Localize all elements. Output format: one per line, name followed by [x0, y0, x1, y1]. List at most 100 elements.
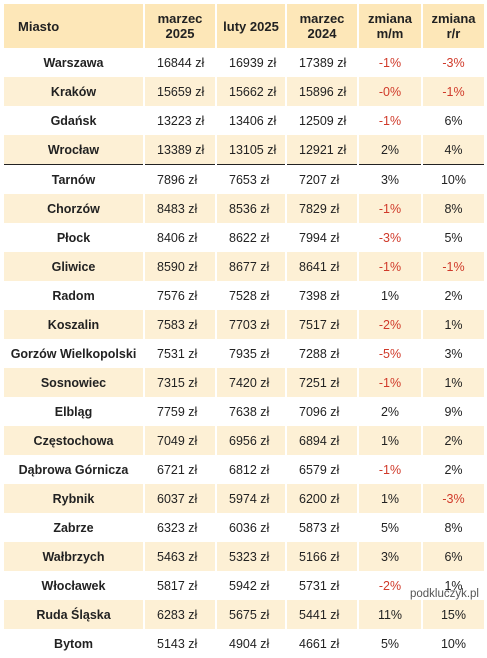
- feb-2025-cell: 7653 zł: [216, 164, 286, 194]
- change-rr-cell: 10%: [422, 164, 484, 194]
- feb-2025-cell: 5974 zł: [216, 484, 287, 513]
- table-row: Włocławek 5817 zł 5942 zł 5731 zł -2% 1%: [4, 571, 484, 600]
- change-rr-cell: -3%: [422, 484, 484, 513]
- header-march-2025: marzec 2025: [144, 4, 217, 48]
- table-row: Płock 8406 zł 8622 zł 7994 zł -3% 5%: [4, 223, 484, 252]
- change-mm-cell: -1%: [358, 48, 422, 77]
- header-change-mm: zmiana m/m: [358, 4, 423, 48]
- city-cell: Rybnik: [4, 484, 145, 513]
- table-row: Bytom 5143 zł 4904 zł 4661 zł 5% 10%: [4, 629, 484, 658]
- feb-2025-cell: 8677 zł: [216, 252, 287, 281]
- march-2024-cell: 5873 zł: [286, 513, 358, 542]
- table-row: Kraków 15659 zł 15662 zł 15896 zł -0% -1%: [4, 77, 484, 106]
- march-2024-cell: 7398 zł: [286, 281, 358, 310]
- feb-2025-cell: 6036 zł: [216, 513, 286, 542]
- city-cell: Bytom: [4, 629, 144, 658]
- feb-2025-cell: 8536 zł: [216, 194, 287, 223]
- city-cell: Kraków: [4, 77, 145, 106]
- change-rr-cell: 8%: [422, 513, 484, 542]
- change-mm-cell: 1%: [358, 281, 422, 310]
- table-row: Radom 7576 zł 7528 zł 7398 zł 1% 2%: [4, 281, 484, 310]
- header-change-rr: zmiana r/r: [422, 4, 484, 48]
- change-rr-cell: 3%: [422, 339, 484, 368]
- change-mm-cell: -2%: [358, 310, 423, 339]
- march-2024-cell: 12509 zł: [286, 106, 358, 135]
- march-2025-cell: 8590 zł: [144, 252, 217, 281]
- change-mm-cell: 11%: [358, 600, 423, 629]
- change-rr-cell: 15%: [422, 600, 484, 629]
- change-rr-cell: 1%: [422, 310, 484, 339]
- change-mm-cell: -2%: [358, 571, 422, 600]
- change-rr-cell: 1%: [422, 571, 484, 600]
- march-2024-cell: 7251 zł: [286, 368, 359, 397]
- change-mm-cell: 5%: [358, 513, 422, 542]
- change-rr-cell: 2%: [422, 426, 484, 455]
- feb-2025-cell: 7703 zł: [216, 310, 287, 339]
- change-rr-cell: -1%: [422, 77, 484, 106]
- feb-2025-cell: 13105 zł: [216, 135, 287, 165]
- feb-2025-cell: 8622 zł: [216, 223, 286, 252]
- march-2025-cell: 16844 zł: [144, 48, 216, 77]
- table-row: Dąbrowa Górnicza 6721 zł 6812 zł 6579 zł -1%…: [4, 455, 484, 484]
- city-cell: Płock: [4, 223, 144, 252]
- table-row: Tarnów 7896 zł 7653 zł 7207 zł 3% 10%: [4, 164, 484, 194]
- feb-2025-cell: 7420 zł: [216, 368, 287, 397]
- march-2024-cell: 15896 zł: [286, 77, 359, 106]
- change-mm-cell: -1%: [358, 106, 422, 135]
- march-2024-cell: 7517 zł: [286, 310, 359, 339]
- march-2024-cell: 12921 zł: [286, 135, 359, 165]
- change-mm-cell: 1%: [358, 426, 423, 455]
- table-row: Elbląg 7759 zł 7638 zł 7096 zł 2% 9%: [4, 397, 484, 426]
- change-mm-cell: -5%: [358, 339, 422, 368]
- march-2024-cell: 7207 zł: [286, 164, 358, 194]
- city-cell: Dąbrowa Górnicza: [4, 455, 144, 484]
- feb-2025-cell: 7638 zł: [216, 397, 286, 426]
- march-2024-cell: 7829 zł: [286, 194, 359, 223]
- march-2024-cell: 6894 zł: [286, 426, 359, 455]
- march-2025-cell: 15659 zł: [144, 77, 217, 106]
- march-2025-cell: 7759 zł: [144, 397, 216, 426]
- change-mm-cell: -1%: [358, 368, 423, 397]
- change-rr-cell: 4%: [422, 135, 484, 165]
- march-2024-cell: 4661 zł: [286, 629, 358, 658]
- feb-2025-cell: 6812 zł: [216, 455, 286, 484]
- table-row: Rybnik 6037 zł 5974 zł 6200 zł 1% -3%: [4, 484, 484, 513]
- march-2024-cell: 8641 zł: [286, 252, 359, 281]
- header-row: Miasto marzec 2025 luty 2025 marzec 2024 z…: [4, 4, 484, 48]
- march-2025-cell: 6323 zł: [144, 513, 216, 542]
- march-2025-cell: 7896 zł: [144, 164, 216, 194]
- march-2024-cell: 7096 zł: [286, 397, 358, 426]
- table-row: Gliwice 8590 zł 8677 zł 8641 zł -1% -1%: [4, 252, 484, 281]
- change-rr-cell: 6%: [422, 106, 484, 135]
- feb-2025-cell: 13406 zł: [216, 106, 286, 135]
- march-2024-cell: 7994 zł: [286, 223, 358, 252]
- march-2025-cell: 5463 zł: [144, 542, 217, 571]
- march-2025-cell: 7531 zł: [144, 339, 216, 368]
- march-2025-cell: 13389 zł: [144, 135, 217, 165]
- march-2025-cell: 13223 zł: [144, 106, 216, 135]
- feb-2025-cell: 6956 zł: [216, 426, 287, 455]
- feb-2025-cell: 4904 zł: [216, 629, 286, 658]
- city-cell: Ruda Śląska: [4, 600, 145, 629]
- city-cell: Częstochowa: [4, 426, 145, 455]
- change-mm-cell: -1%: [358, 252, 423, 281]
- march-2024-cell: 6200 zł: [286, 484, 359, 513]
- table-row: Ruda Śląska 6283 zł 5675 zł 5441 zł 11% 15%: [4, 600, 484, 629]
- march-2024-cell: 17389 zł: [286, 48, 358, 77]
- city-cell: Wałbrzych: [4, 542, 145, 571]
- city-cell: Tarnów: [4, 164, 144, 194]
- city-cell: Koszalin: [4, 310, 145, 339]
- header-march-2024: marzec 2024: [286, 4, 359, 48]
- city-cell: Włocławek: [4, 571, 144, 600]
- feb-2025-cell: 5942 zł: [216, 571, 286, 600]
- change-mm-cell: 3%: [358, 164, 422, 194]
- table-row: Gorzów Wielkopolski 7531 zł 7935 zł 7288 zł…: [4, 339, 484, 368]
- change-rr-cell: 8%: [422, 194, 484, 223]
- city-cell: Gdańsk: [4, 106, 144, 135]
- feb-2025-cell: 15662 zł: [216, 77, 287, 106]
- march-2025-cell: 8483 zł: [144, 194, 217, 223]
- march-2024-cell: 5731 zł: [286, 571, 358, 600]
- change-mm-cell: -1%: [358, 194, 423, 223]
- table-row: Chorzów 8483 zł 8536 zł 7829 zł -1% 8%: [4, 194, 484, 223]
- march-2024-cell: 6579 zł: [286, 455, 358, 484]
